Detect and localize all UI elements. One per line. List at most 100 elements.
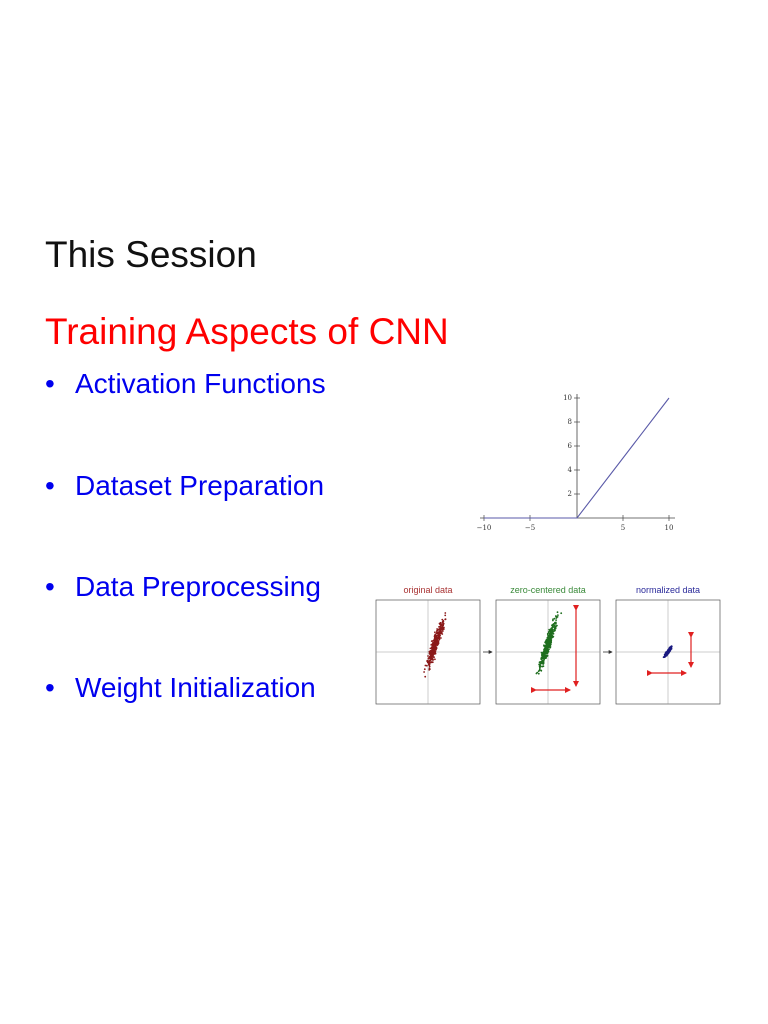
scatter-point: [441, 633, 444, 635]
scatter-point: [428, 664, 431, 667]
scatter-point: [548, 633, 551, 636]
y-tick-label: 6: [568, 442, 573, 450]
scatter-point: [552, 635, 555, 638]
scatter-point: [436, 643, 439, 645]
scatter-point: [549, 643, 552, 646]
scatter-point: [538, 668, 541, 671]
scatter-point: [438, 628, 441, 630]
scatter-point: [432, 656, 435, 658]
scatter-point: [433, 644, 436, 647]
scatter-point: [543, 658, 546, 661]
scatter-point: [428, 650, 431, 653]
scatter-point: [437, 634, 440, 636]
scatter-point: [432, 659, 435, 661]
relu-plot-background: [470, 388, 682, 538]
scatter-point: [551, 628, 553, 631]
bullet-item: • Activation Functions: [45, 368, 326, 400]
scatter-point: [541, 665, 543, 668]
scatter-point: [441, 618, 444, 621]
scatter-point: [442, 630, 444, 632]
scatter-point: [434, 658, 436, 661]
scatter-point: [546, 644, 549, 647]
scatter-point: [430, 644, 433, 646]
panel-title-normalized: normalized data: [636, 585, 700, 595]
scatter-point: [436, 629, 439, 632]
scatter-point: [428, 662, 431, 665]
scatter-point: [427, 655, 429, 657]
relu-curve: [484, 397, 670, 519]
scatter-point: [435, 632, 438, 634]
point-cloud-normalized: [662, 645, 673, 659]
scatter-point: [547, 643, 550, 645]
scatter-point: [552, 623, 555, 625]
scatter-point: [551, 625, 554, 627]
y-tick-label: 10: [563, 394, 572, 402]
scatter-point: [431, 651, 434, 654]
scatter-point: [557, 614, 559, 616]
y-tick-label: 8: [568, 418, 572, 426]
scatter-point: [433, 640, 436, 642]
scatter-point: [438, 638, 441, 640]
scatter-point: [538, 663, 540, 666]
scatter-point: [431, 656, 433, 658]
bullet-text: Dataset Preparation: [75, 470, 325, 501]
scatter-point: [430, 658, 432, 660]
scatter-point: [428, 653, 431, 655]
scatter-point: [547, 631, 550, 634]
x-tick-label: −10: [477, 524, 492, 532]
y-tick-label: 4: [568, 466, 573, 474]
scatter-point: [544, 641, 546, 644]
scatter-point: [544, 649, 547, 652]
bullet-dot: •: [45, 672, 55, 703]
scatter-point: [560, 612, 563, 615]
scatter-point: [548, 648, 550, 651]
scatter-point: [546, 641, 548, 643]
scatter-point: [555, 615, 557, 618]
scatter-point: [432, 647, 435, 650]
scatter-point: [440, 637, 442, 639]
scatter-point: [552, 632, 555, 635]
scatter-point: [552, 619, 554, 622]
scatter-point: [435, 635, 437, 637]
scatter-point: [539, 662, 542, 665]
scatter-point: [546, 654, 549, 657]
scatter-point: [431, 661, 434, 664]
scatter-point: [436, 641, 439, 644]
relu-plot: −10 −5 5 10 10 8 6 4 2: [470, 388, 682, 538]
scatter-point: [434, 631, 436, 634]
scatter-point: [554, 624, 556, 627]
scatter-point: [444, 612, 447, 614]
scatter-point: [669, 647, 671, 650]
bullet-text: Data Preprocessing: [75, 571, 321, 602]
data-preprocessing-figure: original data zero-centered data normali…: [375, 585, 721, 705]
scatter-point: [543, 644, 545, 647]
bullet-item: • Weight Initialization: [45, 672, 316, 704]
scatter-point: [545, 638, 548, 641]
scatter-point: [542, 660, 545, 663]
scatter-point: [442, 622, 445, 625]
scatter-point: [440, 623, 442, 626]
scatter-point: [434, 641, 437, 644]
scatter-point: [535, 672, 538, 675]
scatter-point: [441, 627, 444, 630]
scatter-point: [436, 628, 438, 630]
scatter-point: [541, 662, 543, 664]
scatter-point: [538, 665, 541, 667]
bullet-text: Weight Initialization: [75, 672, 316, 703]
scatter-point: [428, 660, 431, 663]
scatter-point: [553, 628, 556, 631]
scatter-point: [435, 639, 438, 641]
scatter-point: [542, 654, 545, 657]
scatter-point: [427, 661, 429, 663]
scatter-point: [434, 647, 437, 650]
scatter-point: [556, 611, 559, 614]
scatter-point: [439, 625, 441, 628]
x-tick-label: 5: [621, 524, 625, 532]
scatter-point: [436, 644, 438, 647]
scatter-point: [548, 638, 551, 641]
scatter-point: [423, 668, 426, 671]
scatter-point: [555, 621, 557, 624]
panel-title-original: original data: [403, 585, 452, 595]
scatter-point: [423, 671, 425, 673]
scatter-point: [537, 672, 540, 675]
